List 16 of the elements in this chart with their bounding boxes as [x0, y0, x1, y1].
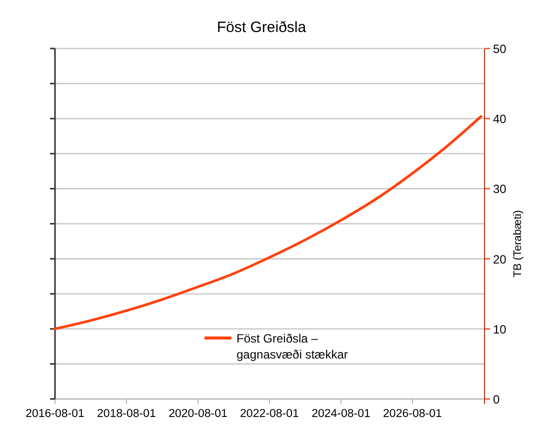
x-tick-label: 2026-08-01	[383, 408, 442, 420]
x-tick-label: 2018-08-01	[97, 408, 156, 420]
y2-tick-label: 40	[493, 112, 507, 126]
chart-title: Föst Greiðsla	[216, 19, 307, 36]
x-tick-label: 2024-08-01	[312, 408, 370, 420]
y2-tick-label: 10	[493, 322, 507, 336]
x-tick-label: 2022-08-01	[240, 408, 299, 420]
y2-tick-label: 50	[493, 42, 507, 56]
y2-tick-label: 20	[493, 252, 507, 266]
x-tick-label: 2016-08-01	[26, 408, 84, 420]
x-tick-label: 2020-08-01	[168, 408, 228, 420]
y2-tick-label: 30	[493, 182, 507, 196]
y2-axis-title: TB (Terabæti)	[512, 210, 524, 278]
line-series	[54, 115, 482, 330]
y2-tick-label: 0	[493, 392, 500, 406]
legend-label: Föst Greiðsla – gagnasvæði stækkar	[236, 332, 348, 362]
